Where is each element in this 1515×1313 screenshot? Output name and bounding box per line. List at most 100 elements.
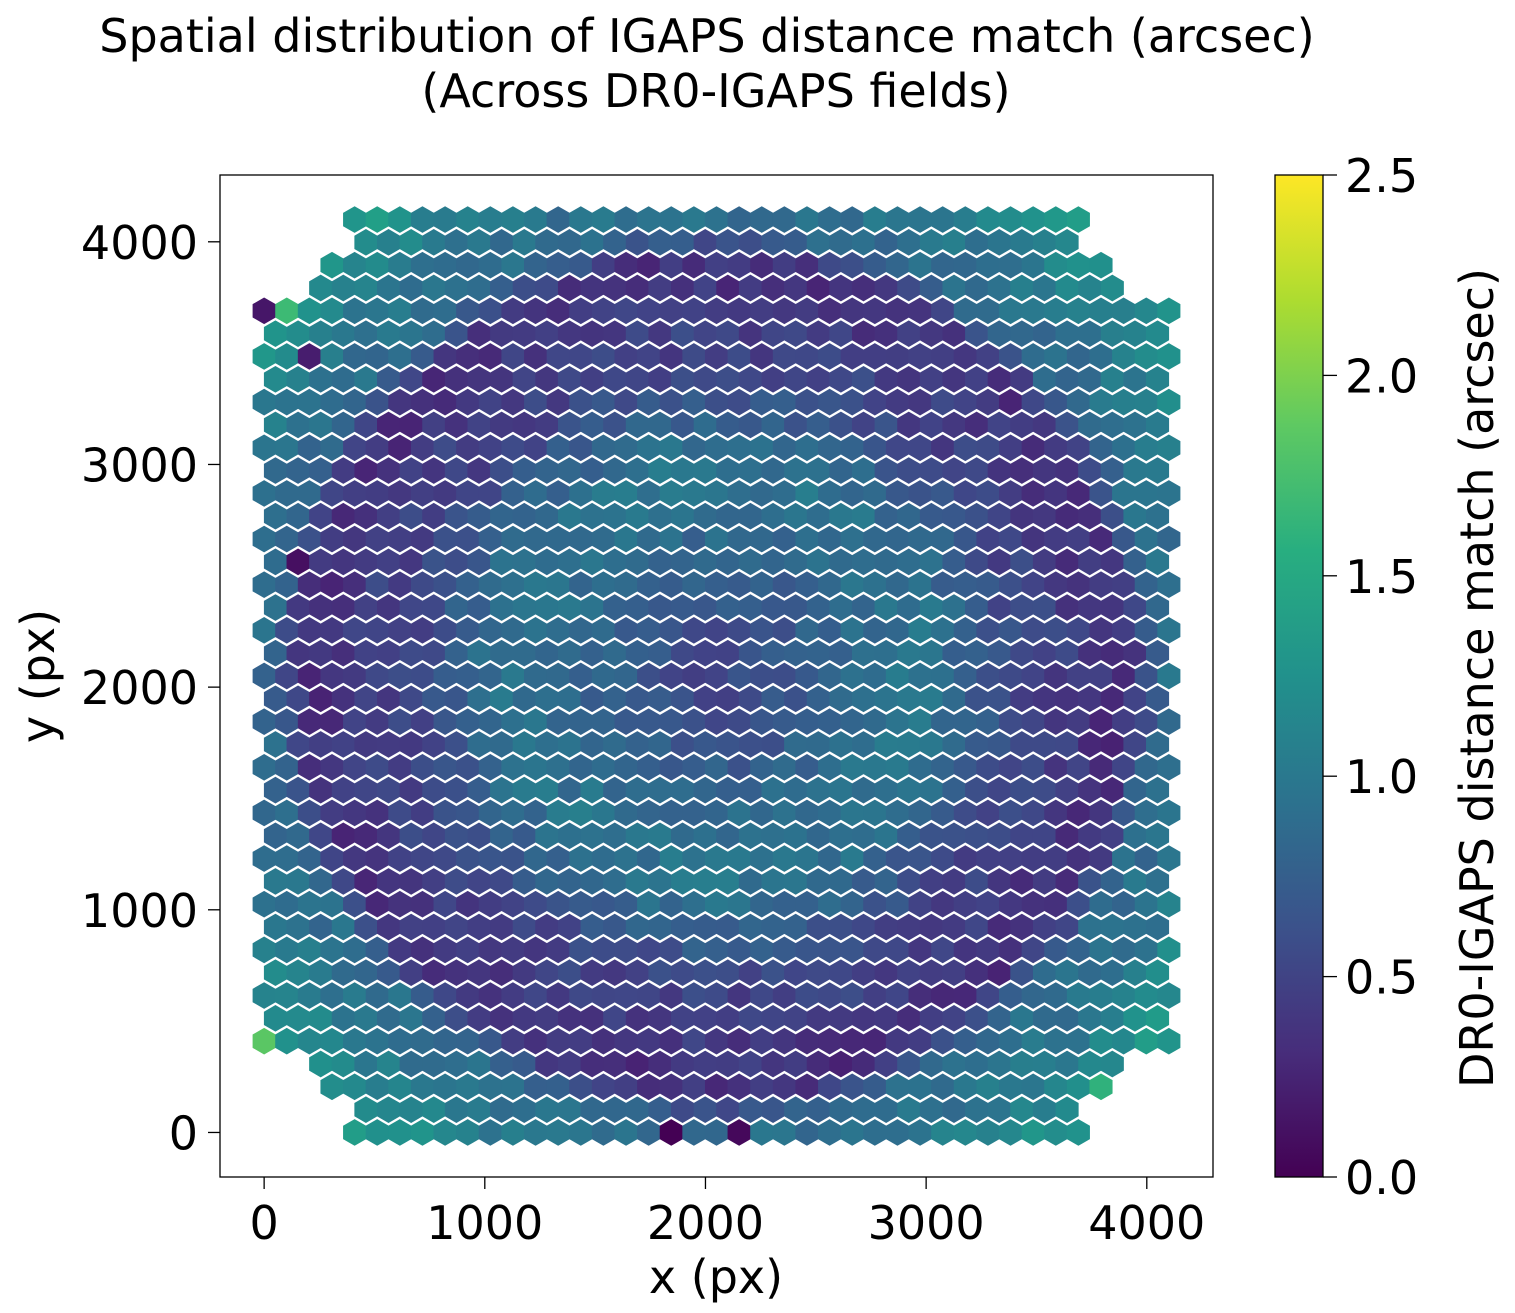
hexbin-cell	[467, 548, 491, 576]
hexbin-cell	[976, 1119, 1000, 1146]
hexbin-cell	[863, 799, 887, 827]
hexbin-cell	[569, 708, 593, 735]
hexbin-cell	[682, 343, 706, 370]
hexbin-cell	[580, 548, 604, 576]
hexbin-cell	[252, 662, 276, 690]
hexbin-cell	[999, 617, 1023, 644]
hexbin-cell	[840, 343, 864, 370]
hexbin-cell	[818, 708, 842, 735]
hexbin-cell	[1066, 251, 1090, 279]
hexbin-cell	[1134, 434, 1158, 462]
hexbin-cell	[931, 1119, 955, 1146]
hexbin-cell	[1146, 411, 1170, 439]
hexbin-cell	[1010, 1050, 1034, 1078]
hexbin-cell	[501, 662, 525, 690]
hexbin-cell	[1055, 1050, 1079, 1078]
hexbin-cell	[829, 959, 853, 987]
hexbin-cell	[535, 685, 559, 713]
hexbin-cell	[422, 731, 446, 758]
hexbin-cell	[750, 1119, 774, 1146]
hexbin-cell	[953, 480, 977, 507]
hexbin-cell	[999, 434, 1023, 462]
hexbin-cell	[478, 480, 502, 507]
hexbin-cell	[908, 525, 932, 553]
hexbin-cell	[648, 548, 672, 576]
hexbin-cell	[1010, 639, 1034, 667]
hexbin-cell	[987, 1096, 1011, 1123]
hexbin-cell	[1100, 731, 1124, 758]
hexbin-cell	[399, 548, 423, 576]
hexbin-cell	[535, 274, 559, 302]
hexbin-cell	[637, 1027, 661, 1055]
hexbin-cell	[840, 480, 864, 507]
hexbin-cell	[614, 662, 638, 690]
hexbin-cell	[422, 1005, 446, 1032]
hexbin-cell	[1146, 959, 1170, 987]
hexbin-cell	[772, 480, 796, 507]
hexbin-cell	[625, 639, 649, 667]
hexbin-cell	[671, 457, 695, 484]
hexbin-cell	[851, 457, 876, 484]
hexbin-cell	[1055, 365, 1079, 393]
hexbin-cell	[625, 1050, 649, 1078]
hexbin-cell	[671, 548, 695, 576]
hexbin-cell	[456, 662, 480, 690]
hexbin-cell	[501, 297, 525, 325]
hexbin-cell	[410, 251, 434, 279]
hexbin-cell	[410, 936, 434, 964]
hexbin-cell	[682, 525, 706, 553]
hexbin-cell	[987, 868, 1011, 895]
hexbin-cell	[569, 480, 593, 507]
hexbin-cell	[965, 365, 989, 393]
hexbin-cell	[512, 776, 536, 804]
hexbin-cell	[467, 229, 491, 256]
hexbin-cell	[263, 731, 287, 758]
hexbin-cell	[456, 1073, 480, 1101]
hexbin-cell	[569, 662, 593, 690]
hexbin-cell	[444, 822, 468, 850]
hexbin-cell	[919, 274, 943, 302]
hexbin-cell	[591, 845, 615, 872]
hexbin-cell	[829, 229, 853, 256]
hexbin-cell	[1100, 411, 1124, 439]
hexbin-cell	[275, 434, 299, 462]
hexbin-cell	[1100, 1005, 1124, 1032]
hexbin-cell	[377, 731, 401, 758]
hexbin-cell	[1123, 959, 1147, 987]
hexbin-cell	[693, 320, 717, 347]
hexbin-cell	[953, 708, 977, 735]
hexbin-cell	[727, 480, 751, 507]
hexbin-cell	[682, 251, 706, 279]
hexbin-cell	[1123, 548, 1147, 576]
hexbin-cell	[410, 662, 434, 690]
hexbin-cell	[478, 936, 502, 964]
hexbin-cell	[512, 411, 536, 439]
hexbin-cell	[591, 343, 615, 370]
hexbin-cell	[444, 274, 468, 302]
hexbin-cell	[659, 206, 683, 233]
hexbin-cell	[591, 662, 615, 690]
hexbin-cell	[263, 868, 287, 895]
hexbin-cell	[874, 365, 898, 393]
hexbin-cell	[1021, 753, 1045, 781]
hexbin-cell	[1010, 731, 1034, 758]
hexbin-cell	[275, 617, 299, 644]
hexbin-cell	[1044, 480, 1068, 507]
hexbin-cell	[354, 1096, 378, 1123]
hexbin-cell	[874, 411, 898, 439]
hexbin-cell	[840, 936, 864, 964]
hexbin-cell	[614, 571, 638, 599]
hexbin-cell	[1021, 251, 1045, 279]
hexbin-cell	[365, 845, 389, 872]
hexbin-cell	[1010, 1096, 1034, 1123]
hexbin-cell	[976, 617, 1000, 644]
hexbin-cell	[750, 434, 774, 462]
hexbin-cell	[1010, 548, 1034, 576]
hexbin-cell	[999, 708, 1023, 735]
hexbin-cell	[422, 594, 446, 621]
hexbin-cell	[557, 594, 582, 621]
hexbin-cell	[252, 617, 276, 644]
hexbin-cell	[456, 753, 480, 781]
hexbin-cell	[1021, 571, 1045, 599]
hexbin-cell	[987, 320, 1011, 347]
